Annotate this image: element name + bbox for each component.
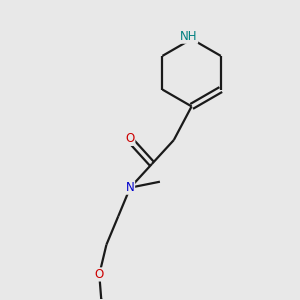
Text: N: N [126,181,135,194]
Text: O: O [126,132,135,146]
Text: NH: NH [180,30,198,43]
Text: O: O [94,268,104,281]
